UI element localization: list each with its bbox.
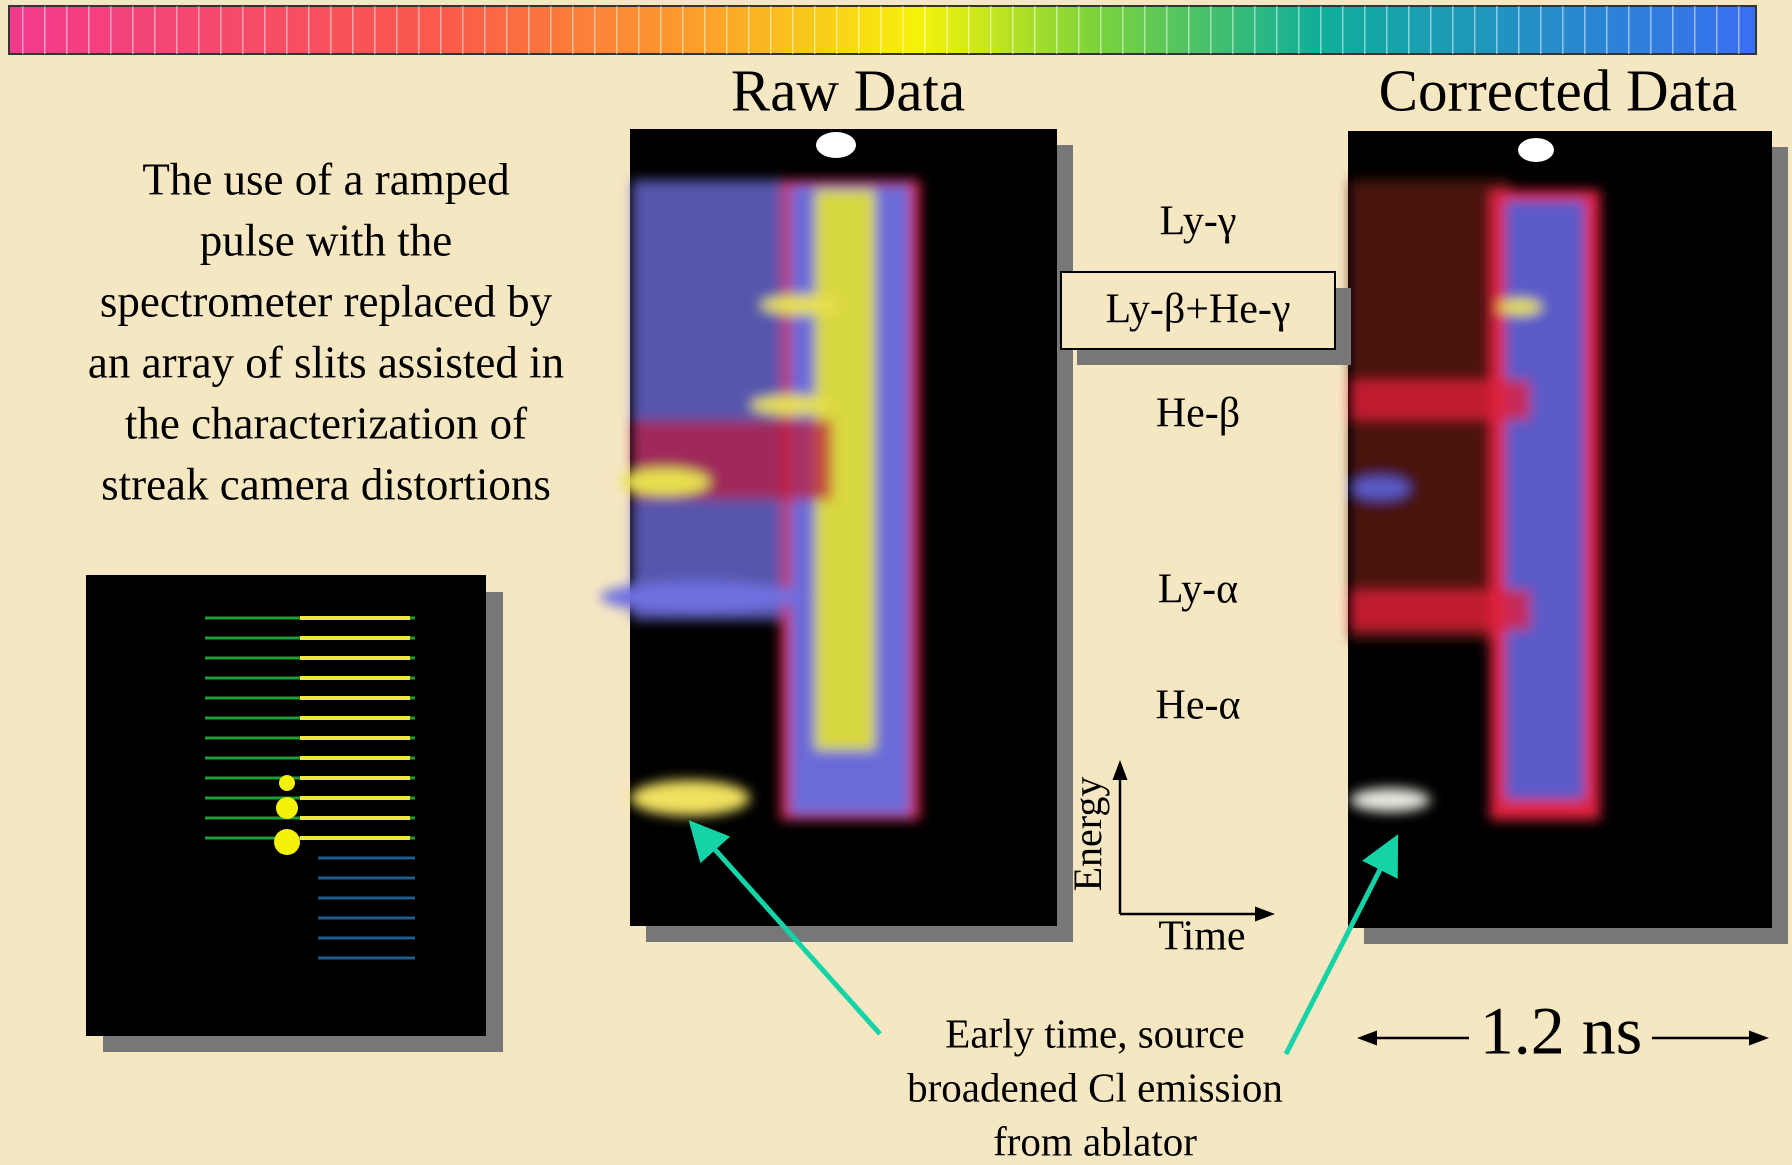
line-label: He-α xyxy=(1156,683,1241,729)
line-label: Ly-β+He-γ xyxy=(1106,287,1291,333)
description: The use of a ramped pulse with the spectro… xyxy=(88,154,564,509)
raw-image xyxy=(600,129,1073,942)
scale-label: 1.2 ns xyxy=(1480,993,1642,1069)
description-line: pulse with the xyxy=(200,215,452,265)
line-label: Ly-γ xyxy=(1160,199,1237,245)
raw-title: Raw Data xyxy=(731,58,965,124)
description-line: The use of a ramped xyxy=(142,154,509,204)
description-line: the characterization of xyxy=(125,398,527,448)
axis: Energy Time xyxy=(1065,765,1270,960)
annotation-line: Early time, source xyxy=(945,1010,1244,1056)
annotation: Early time, source broadened Cl emission f… xyxy=(907,1010,1283,1164)
energy-label: Energy xyxy=(1065,777,1110,892)
time-label: Time xyxy=(1158,914,1245,960)
annotation-line: from ablator xyxy=(993,1118,1197,1164)
annotation-line: broadened Cl emission xyxy=(907,1064,1283,1110)
description-line: spectrometer replaced by xyxy=(100,276,553,326)
slide: Raw Data Corrected Data The use of a ram… xyxy=(0,0,1792,1165)
description-line: streak camera distortions xyxy=(101,459,551,509)
corrected-title: Corrected Data xyxy=(1379,58,1738,124)
corrected-image xyxy=(1348,131,1788,944)
line-label: Ly-α xyxy=(1158,567,1238,613)
rainbow-bar xyxy=(9,6,1756,54)
slit-image xyxy=(86,575,503,1052)
line-label: He-β xyxy=(1156,391,1240,437)
description-line: an array of slits assisted in xyxy=(88,337,564,387)
page: {"raw_title": "Raw Data", "corrected_tit… xyxy=(0,0,1792,1165)
annotation-arrow xyxy=(1286,852,1389,1054)
